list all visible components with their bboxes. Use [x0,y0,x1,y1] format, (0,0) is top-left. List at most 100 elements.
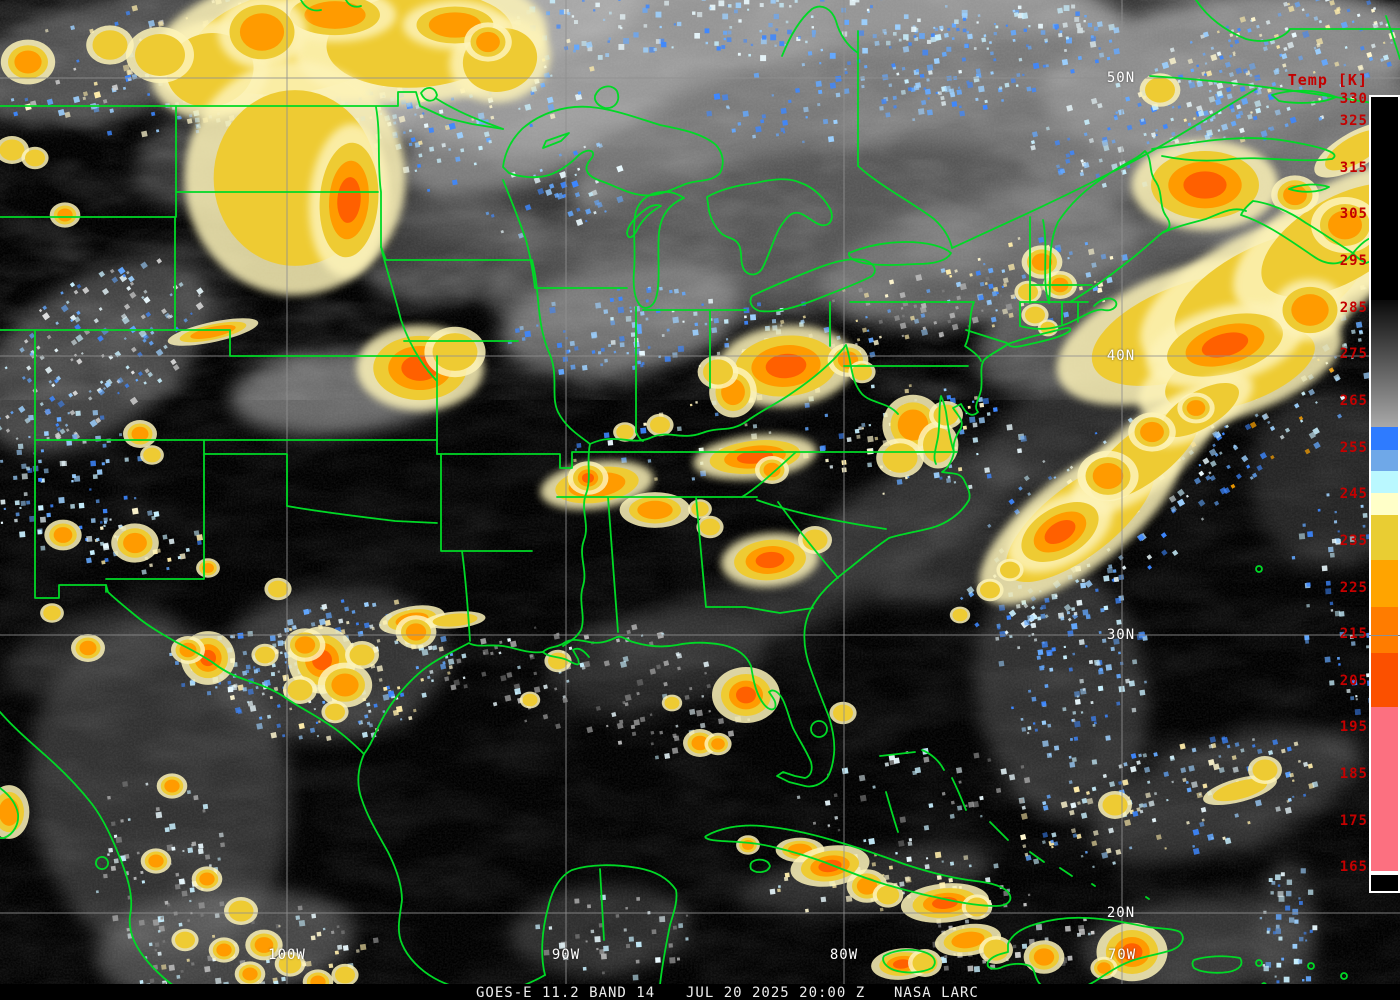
colorbar-segment [1371,450,1398,471]
grid-lon-label: 70W [1107,947,1137,963]
colorbar-tick-label: 185 [1339,766,1368,782]
grid-lon-label: 90W [551,947,581,963]
map-outline-path [951,88,1257,249]
colorbar-tick-label: 225 [1339,580,1368,596]
map-outline-path [286,505,438,524]
map-outline-path [440,453,533,642]
map-outline-path [1019,297,1118,330]
map-outline-path [848,241,952,266]
colorbar-tick-label: 285 [1339,300,1368,316]
colorbar-tick-label: 215 [1339,626,1368,642]
map-outline-path [502,179,628,289]
map-outline-path [363,642,544,755]
map-outline-path [882,949,936,974]
map-outline-path [599,868,605,941]
colorbar-segment [1371,471,1398,493]
colorbar-segment [1371,300,1398,427]
colorbar-tick-label: 255 [1339,440,1368,456]
caption-datetime: JUL 20 2025 20:00 Z [686,985,866,1000]
colorbar-title: Temp [K] [1287,71,1368,89]
grid-lat-label: 20N [1106,905,1136,921]
colorbar-tick-label: 265 [1339,393,1368,409]
map-outline-path [300,0,362,12]
map-outline-path [1019,216,1093,304]
map-outline-path [556,451,797,633]
map-outline-path [849,301,1008,362]
map-outline-path [1069,208,1247,303]
map-outline-path [542,132,570,149]
map-outline-path [0,711,201,1000]
grid-lat-label: 40N [1106,348,1136,364]
map-outline-path [781,5,859,57]
colorbar-segment [1371,707,1398,871]
map-outline-path [593,85,620,109]
map-outline-path [741,496,887,579]
map-outline-path [706,178,833,276]
colorbar-segment [1371,560,1398,607]
map-outline-path [635,301,831,442]
map-outline-path [502,105,724,197]
colorbar-segment [1371,875,1398,888]
colorbar-tick-label: 325 [1339,113,1368,129]
map-outline-path [1255,565,1263,573]
map-outline-path [541,864,678,1000]
map-outline-path [1191,955,1243,974]
grid-line-over-colorbar [1369,635,1400,636]
map-outline-path [0,329,419,599]
map-outline-path [105,584,365,755]
map-outline-path [531,259,591,647]
map-outline-path [0,787,19,839]
map-outline-path [933,395,955,465]
colorbar-segment [1371,607,1398,653]
map-outline-path [34,439,438,580]
colorbar-segment [1371,427,1398,450]
colorbar-tick-label: 330 [1339,91,1368,107]
colorbar-tick-label: 305 [1339,206,1368,222]
map-outline-path [380,246,519,455]
colorbar-segment [1371,871,1398,875]
map-outline-path [1288,183,1330,193]
map-outline-path [0,105,379,331]
colorbar-tick-label: 295 [1339,253,1368,269]
map-outline-path [810,720,828,738]
map-outline-path [0,91,504,130]
colorbar-frame [1369,95,1400,893]
colorbar-tick-label: 205 [1339,673,1368,689]
grid-lon-label: 80W [829,947,859,963]
map-outline-path [1149,75,1400,108]
map-outline-path [1007,326,1072,348]
colorbar-tick-label: 235 [1339,533,1368,549]
grid-lon-label: 100W [268,947,306,963]
map-outline-path [879,749,1150,900]
map-outline-path [749,858,771,873]
colorbar-tick-label: 195 [1339,719,1368,735]
map-outline-path [1271,89,1337,104]
colorbar-tick-label: 275 [1339,346,1368,362]
map-outline-path [857,30,953,249]
map-outline-path [1151,137,1336,162]
map-outline-path [695,496,814,614]
colorbar-segment [1371,493,1398,515]
caption-product: GOES-E 11.2 BAND 14 [476,985,656,1000]
map-outline-path [632,190,685,309]
map-outline-path [749,258,876,313]
map-outline-path [375,106,533,261]
map-outline-path [626,204,662,239]
map-outline-path [843,344,969,415]
map-outline-path [1255,959,1348,988]
map-outline-path [95,856,109,870]
grid-lat-label: 30N [1106,627,1136,643]
colorbar-segment [1371,515,1398,560]
map-outline-path [436,451,958,469]
colorbar-tick-label: 175 [1339,813,1368,829]
grid-lat-label: 50N [1106,70,1136,86]
map-outline-path [704,824,1012,907]
map-outline-path [986,916,1184,994]
colorbar-tick-label: 245 [1339,486,1368,502]
colorbar-tick-label: 315 [1339,160,1368,176]
